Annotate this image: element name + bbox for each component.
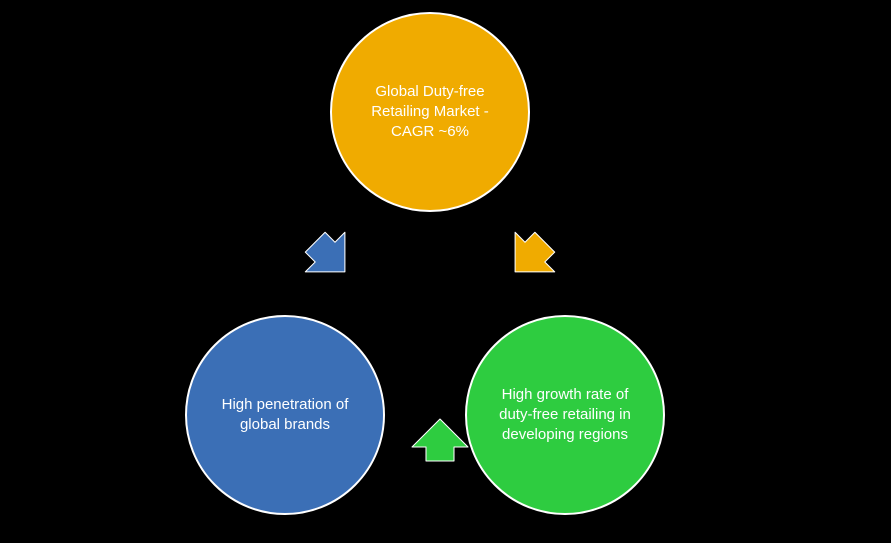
node-right-label: High growth rate of duty-free retailing … — [487, 385, 643, 446]
arrow-right-to-left — [405, 398, 475, 468]
arrow-icon — [476, 213, 575, 312]
node-left-label: High penetration of global brands — [207, 395, 363, 436]
node-left: High penetration of global brands — [185, 315, 385, 515]
node-top-label: Global Duty-free Retailing Market - CAGR… — [352, 82, 508, 143]
arrow-icon — [405, 398, 475, 468]
node-top: Global Duty-free Retailing Market - CAGR… — [330, 12, 530, 212]
node-right: High growth rate of duty-free retailing … — [465, 315, 665, 515]
arrow-top-to-right — [490, 227, 560, 297]
arrow-icon — [286, 213, 385, 312]
arrow-left-to-top — [300, 227, 370, 297]
